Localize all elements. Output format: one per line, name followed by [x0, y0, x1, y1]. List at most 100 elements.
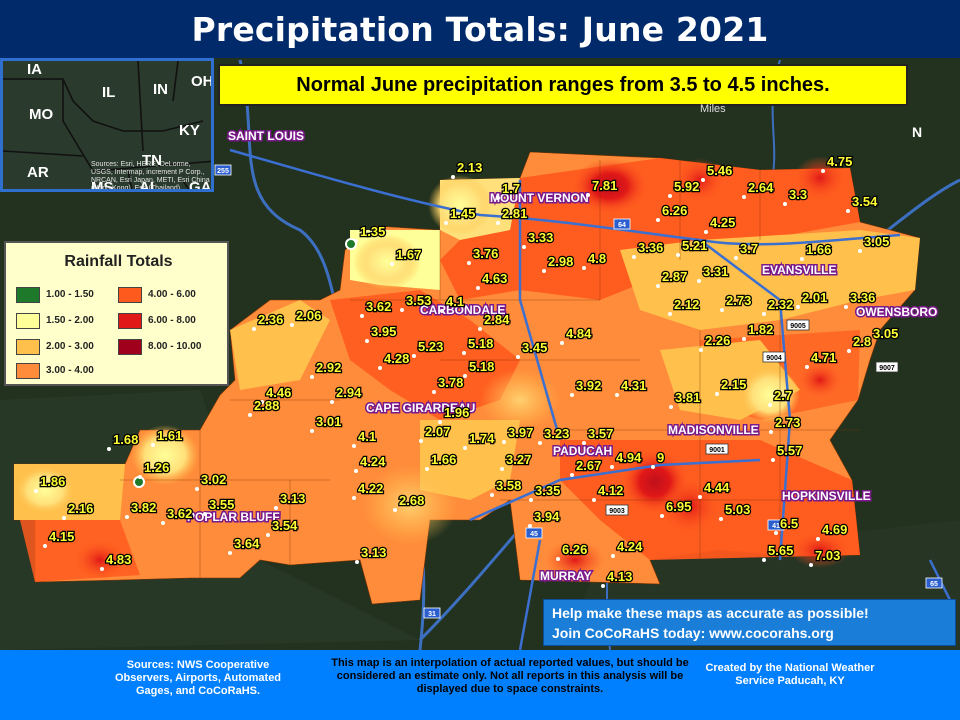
rainfall-value: 1.35 [360, 224, 385, 239]
legend-label: 6.00 - 8.00 [148, 315, 196, 326]
observation-site-dot [582, 441, 586, 445]
observation-site-dot [496, 221, 500, 225]
observation-site-dot [586, 193, 590, 197]
city-saint-louis: SAINT LOUIS [228, 129, 304, 143]
page-title: Precipitation Totals: June 2021 [191, 9, 769, 49]
svg-text:45: 45 [530, 531, 538, 538]
observation-site-dot [444, 221, 448, 225]
observation-site-dot [290, 323, 294, 327]
observation-site-dot [719, 517, 723, 521]
route-shield: 9005 [786, 319, 810, 331]
observation-site-dot [538, 441, 542, 445]
route-shield: 9003 [605, 504, 629, 516]
rainfall-value: 4.12 [598, 483, 623, 498]
inset-state-label: MO [29, 106, 54, 123]
observation-site-dot [676, 253, 680, 257]
rainfall-value: 3.97 [508, 425, 533, 440]
rainfall-value: 2.01 [802, 290, 827, 305]
rainfall-value: 3.54 [852, 194, 878, 209]
observation-site-dot [704, 230, 708, 234]
observation-site-dot [248, 413, 252, 417]
observation-site-dot [352, 496, 356, 500]
observation-site-dot [100, 567, 104, 571]
rainfall-value: 3.94 [534, 509, 560, 524]
cocorahs-help-box[interactable]: Help make these maps as accurate as poss… [543, 599, 956, 646]
rainfall-value: 1.74 [469, 431, 495, 446]
rainfall-value: 2.12 [674, 297, 699, 312]
rainfall-value: 2.88 [254, 398, 279, 413]
observation-site-dot [615, 393, 619, 397]
rainfall-value: 4.69 [822, 522, 847, 537]
observation-site-dot [360, 314, 364, 318]
observation-site-dot [161, 521, 165, 525]
observation-site-dot [496, 196, 500, 200]
svg-text:41: 41 [772, 523, 780, 530]
observation-site-dot [490, 493, 494, 497]
observation-site-dot [43, 544, 47, 548]
observation-site-dot [656, 218, 660, 222]
city-murray: MURRAY [540, 569, 592, 583]
rainfall-value: 6.26 [562, 542, 587, 557]
inset-state-label: MS [91, 179, 114, 192]
observation-site-dot [592, 498, 596, 502]
rainfall-value: 3.53 [406, 293, 431, 308]
observation-site-dot [742, 195, 746, 199]
observation-site-dot [365, 339, 369, 343]
observation-site-dot [62, 516, 66, 520]
observation-site-dot [412, 354, 416, 358]
route-shield: 9004 [762, 351, 786, 363]
observation-site-dot [742, 337, 746, 341]
rainfall-value: 3.81 [675, 390, 700, 405]
rainfall-value: 1.66 [806, 242, 831, 257]
rainfall-value: 3.54 [272, 518, 298, 533]
observation-site-dot [847, 349, 851, 353]
help-line-2[interactable]: Join CoCoRaHS today: www.cocorahs.org [552, 625, 834, 641]
rainfall-value: 9 [657, 450, 664, 465]
observation-site-dot [699, 348, 703, 352]
observation-site-dot [698, 495, 702, 499]
rainfall-value: 3.55 [209, 497, 234, 512]
city-owensboro: OWENSBORO [856, 305, 937, 319]
rainfall-value: 7.81 [592, 178, 617, 193]
observation-site-dot [463, 374, 467, 378]
observation-site-dot [125, 515, 129, 519]
observation-site-dot [601, 584, 605, 588]
rainfall-value: 1.82 [748, 322, 773, 337]
observation-site-dot [844, 305, 848, 309]
observation-site-dot [516, 355, 520, 359]
rainfall-value: 2.13 [457, 160, 482, 175]
legend-swatch [16, 313, 40, 329]
city-hopkinsville: HOPKINSVILLE [782, 489, 871, 503]
rainfall-value: 5.18 [469, 359, 494, 374]
rainfall-value: 1.26 [144, 460, 169, 475]
observation-site-dot [393, 508, 397, 512]
rainfall-value: 5.03 [725, 502, 750, 517]
observation-site-dot [668, 194, 672, 198]
rainfall-value: 7.03 [815, 548, 840, 563]
observation-site-dot [582, 266, 586, 270]
rainfall-value: 3.13 [361, 545, 386, 560]
legend-label: 3.00 - 4.00 [46, 365, 94, 376]
rainfall-value: 3.45 [522, 340, 547, 355]
legend-swatch [118, 313, 142, 329]
locator-inset-map: IA IL IN OH MO KY AR TN MS AL GA Sources… [0, 58, 214, 192]
rainfall-value: 2.8 [853, 334, 871, 349]
rainfall-value: 3.33 [528, 230, 553, 245]
legend: Rainfall Totals 1.00 - 1.50 1.50 - 2.00 … [4, 241, 229, 386]
inset-state-label: IL [102, 84, 116, 101]
route-shield: 65 [925, 577, 943, 589]
rainfall-value: 4.44 [704, 480, 730, 495]
rainfall-value: 1.66 [431, 452, 456, 467]
rainfall-value: 2.64 [748, 180, 774, 195]
observation-site-dot [500, 467, 504, 471]
rainfall-value: 3.13 [280, 491, 305, 506]
legend-label: 4.00 - 6.00 [148, 289, 196, 300]
rainfall-value: 2.87 [662, 269, 687, 284]
rainfall-value: 3.01 [316, 414, 341, 429]
observation-site-dot [805, 365, 809, 369]
observation-site-dot [438, 420, 442, 424]
observation-site-dot [720, 308, 724, 312]
observation-site-dot [463, 446, 467, 450]
observation-site-dot [502, 440, 506, 444]
svg-text:31: 31 [428, 611, 436, 618]
